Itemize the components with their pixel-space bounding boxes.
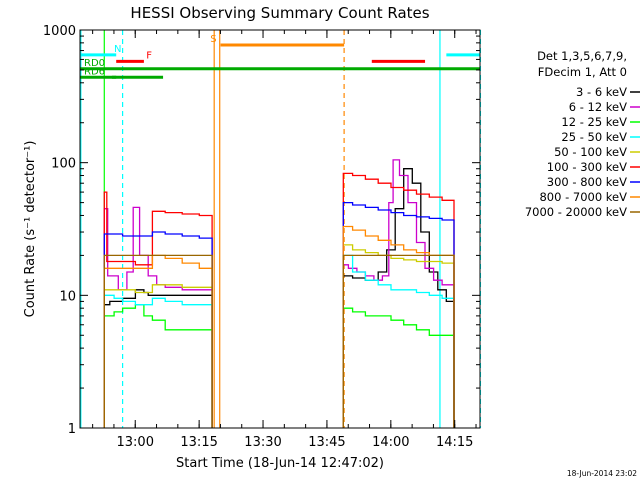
y-axis-label: Count Rate (s⁻¹ detector⁻¹) — [23, 141, 38, 318]
legend-label: 800 - 7000 keV — [539, 190, 627, 204]
legend-header-line-2: FDecim 1, Att 0 — [538, 65, 627, 79]
legend-label: 12 - 25 keV — [561, 115, 627, 129]
chart-title: HESSI Observing Summary Count Rates — [130, 4, 429, 22]
flag-label-f: F — [146, 50, 152, 61]
legend-label: 50 - 100 keV — [554, 145, 627, 159]
x-axis: 13:00 13:15 13:30 13:45 14:00 14:15 — [92, 30, 477, 450]
series-line — [103, 294, 213, 428]
series-line — [342, 307, 455, 428]
x-tick-label: 13:30 — [244, 435, 281, 450]
y-tick-label: 1000 — [43, 24, 76, 39]
series-line — [103, 284, 213, 428]
legend-label: 3 - 6 keV — [576, 85, 627, 99]
y-axis: 1 10 100 1000 — [43, 24, 480, 437]
legend-label: 300 - 800 keV — [547, 175, 627, 189]
plot-frame — [79, 29, 481, 429]
x-axis-label: Start Time (18-Jun-14 12:47:02) — [176, 456, 384, 471]
flag-label-s: S — [210, 34, 216, 45]
series-line — [103, 254, 213, 428]
x-tick-label: 14:15 — [436, 435, 473, 450]
series-line — [342, 254, 455, 428]
legend-label: 7000 - 20000 keV — [525, 205, 627, 219]
series-line — [342, 254, 455, 428]
x-tick-label: 13:45 — [308, 435, 345, 450]
series-line — [103, 231, 213, 428]
footer-date: 18-Jun-2014 23:02 — [567, 469, 637, 478]
y-tick-label: 10 — [59, 289, 76, 304]
series-line — [342, 201, 455, 428]
x-tick-label: 13:00 — [117, 435, 154, 450]
legend-label: 100 - 300 keV — [547, 160, 627, 174]
legend: Det 1,3,5,6,7,9, FDecim 1, Att 0 3 - 6 k… — [525, 49, 640, 219]
series-line — [103, 289, 213, 428]
legend-label: 6 - 12 keV — [569, 100, 627, 114]
flag-label-rd0: RD0 — [84, 58, 105, 69]
flag-label-n: N — [114, 44, 121, 55]
legend-label: 25 - 50 keV — [561, 130, 627, 144]
series-line — [342, 244, 455, 428]
x-tick-label: 14:00 — [372, 435, 409, 450]
y-tick-label: 100 — [51, 157, 76, 172]
flag-label-rd6: RD6 — [84, 66, 105, 77]
y-tick-label: 1 — [68, 422, 76, 437]
series-line — [342, 172, 455, 428]
x-tick-label: 13:15 — [180, 435, 217, 450]
series-line — [103, 304, 213, 428]
legend-header-line-1: Det 1,3,5,6,7,9, — [537, 49, 627, 63]
